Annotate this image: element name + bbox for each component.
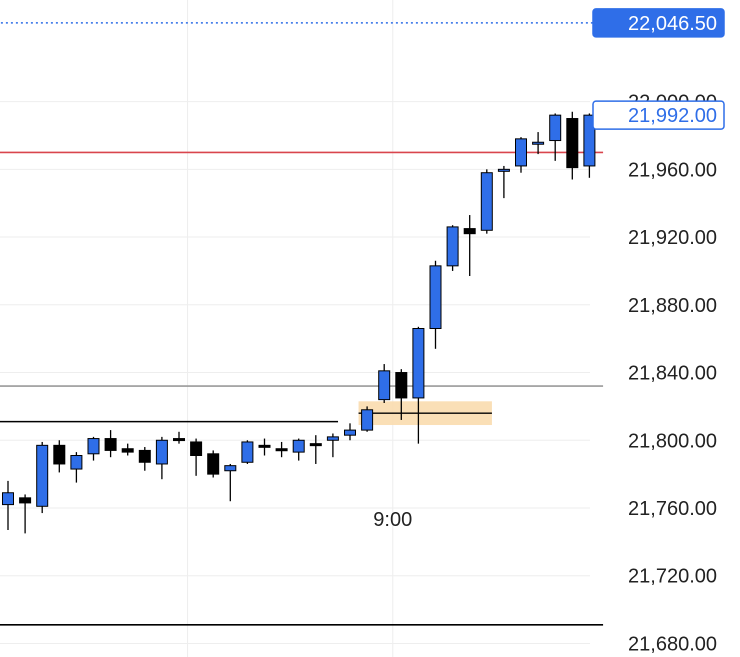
candle-34[interactable]	[583, 113, 596, 178]
candle-body	[480, 172, 493, 231]
candle-5[interactable]	[87, 436, 100, 461]
y-tick-label: 21,880.00	[628, 295, 717, 317]
candle-3[interactable]	[53, 440, 66, 473]
candle-10[interactable]	[173, 431, 185, 444]
price-tag-0[interactable]: 22,046.50	[592, 8, 725, 38]
candle-30[interactable]	[515, 137, 527, 173]
candle-24[interactable]	[412, 326, 425, 444]
candle-body	[309, 443, 322, 447]
candle-body	[532, 141, 545, 145]
candle-29[interactable]	[497, 165, 510, 199]
candle-16[interactable]	[275, 441, 288, 458]
candle-body	[2, 492, 14, 506]
candle-28[interactable]	[480, 169, 493, 234]
candle-body	[241, 441, 254, 463]
y-tick-label: 21,680.00	[628, 633, 717, 655]
candle-body	[446, 226, 459, 267]
y-tick-label: 21,800.00	[628, 430, 717, 452]
candle-32[interactable]	[549, 113, 562, 161]
candle-13[interactable]	[224, 463, 237, 502]
y-tick-label: 21,720.00	[628, 566, 717, 588]
candle-4[interactable]	[70, 452, 83, 483]
candle-body	[275, 448, 288, 452]
y-tick-label: 21,760.00	[628, 498, 717, 520]
candle-body	[53, 444, 66, 465]
candle-body	[173, 438, 185, 442]
candle-body	[412, 328, 425, 399]
price-tag-box	[592, 8, 725, 38]
candle-body	[378, 370, 391, 401]
candle-0[interactable]	[2, 480, 14, 531]
highlight-zone	[358, 401, 492, 426]
y-tick-label: 21,960.00	[628, 159, 717, 181]
candle-body	[497, 168, 510, 172]
candle-body	[361, 409, 374, 431]
candle-7[interactable]	[121, 443, 134, 456]
candle-1[interactable]	[19, 494, 32, 534]
candle-body	[104, 438, 117, 451]
candle-18[interactable]	[309, 435, 322, 464]
y-tick-label: 21,920.00	[628, 227, 717, 249]
candle-6[interactable]	[104, 430, 117, 458]
candle-26[interactable]	[446, 225, 459, 271]
candle-body	[121, 448, 134, 453]
horizontal-lines	[0, 22, 604, 626]
candle-22[interactable]	[378, 364, 391, 404]
candle-25[interactable]	[429, 260, 442, 349]
candle-body	[326, 436, 339, 441]
candle-14[interactable]	[241, 440, 254, 464]
price-tags: 22,046.50 21,992.00	[592, 8, 725, 130]
time-axis: 9:00	[373, 509, 412, 531]
candle-body	[70, 454, 83, 470]
candle-body	[87, 438, 100, 455]
candles	[2, 111, 596, 534]
candle-body	[344, 429, 356, 436]
candle-body	[429, 265, 442, 329]
price-tag-1[interactable]: 21,992.00	[592, 100, 725, 130]
candle-body	[395, 372, 408, 399]
candle-body	[583, 114, 596, 167]
price-tag-label: 21,992.00	[628, 105, 717, 127]
candle-12[interactable]	[207, 450, 220, 478]
candle-23[interactable]	[395, 369, 408, 420]
candle-19[interactable]	[326, 433, 339, 458]
candle-body	[190, 441, 203, 456]
candle-body	[36, 444, 49, 507]
candle-15[interactable]	[258, 438, 271, 456]
candle-17[interactable]	[292, 438, 305, 461]
candle-21[interactable]	[361, 406, 374, 432]
candle-20[interactable]	[344, 423, 356, 441]
candle-body	[19, 497, 32, 504]
candle-body	[515, 138, 527, 167]
candle-11[interactable]	[190, 438, 203, 476]
candle-body	[566, 118, 579, 169]
price-axis: 21,680.00 21,720.00 21,760.00 21,800.00 21,8…	[628, 92, 717, 656]
candle-body	[549, 114, 562, 142]
candle-31[interactable]	[532, 132, 545, 155]
grid	[0, 0, 590, 657]
candle-body	[292, 439, 305, 453]
candle-body	[224, 465, 237, 472]
candle-2[interactable]	[36, 441, 49, 514]
candle-27[interactable]	[463, 215, 476, 277]
candle-9[interactable]	[155, 436, 168, 480]
candle-33[interactable]	[566, 111, 579, 180]
price-tag-label: 22,046.50	[628, 13, 717, 35]
candle-body	[258, 444, 271, 448]
candle-body	[207, 453, 220, 475]
candle-8[interactable]	[138, 447, 151, 471]
x-tick-label: 9:00	[373, 509, 412, 531]
price-tag-box	[592, 100, 725, 130]
y-tick-label: 21,840.00	[628, 363, 717, 385]
candle-body	[138, 449, 151, 463]
candle-body	[463, 228, 476, 235]
candle-body	[155, 439, 168, 465]
